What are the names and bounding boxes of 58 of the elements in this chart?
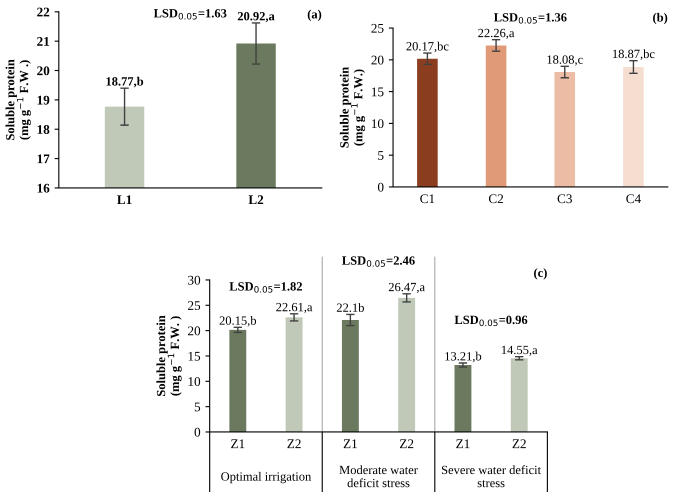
y-axis-title: Soluble protein (mg g$^{−1}$ F.W. )	[156, 315, 182, 396]
y-tick-label: 30	[188, 276, 200, 285]
data-label: 18.87,bc	[613, 49, 655, 60]
x-tick-label: Z2	[287, 439, 301, 448]
y-tick-label: 5	[378, 151, 384, 160]
data-label: 22.61,a	[276, 302, 312, 314]
text: Severe water deficit stress	[442, 465, 541, 488]
y-tick-label: 10	[188, 377, 200, 386]
y-tick-label: 20	[371, 56, 384, 65]
y-tick-label: 20	[37, 66, 50, 76]
annotation: LSD$_{0.05}$=1.63	[154, 9, 226, 20]
x-tick-label: C1	[420, 194, 434, 204]
y-tick-label: 21	[37, 37, 50, 46]
x-tick-label: Z1	[344, 439, 357, 448]
annotation: LSD$_{0.05}$=1.82	[229, 282, 302, 293]
data-label: 20.17,bc	[406, 42, 449, 52]
data-label: 14.55,a	[502, 346, 538, 356]
y-tick-label: 0	[194, 428, 200, 437]
y-tick-label: 0	[378, 182, 384, 192]
data-label: 20.15,b	[220, 316, 256, 327]
data-label: 13.21,b	[445, 352, 482, 362]
x-tick-label: Z2	[400, 439, 414, 448]
x-tick-label: C4	[626, 194, 641, 204]
y-tick-label: 19	[38, 96, 50, 105]
y-tick-label: 22	[37, 8, 50, 16]
data-label: 18.77,b	[106, 76, 144, 88]
y-tick-label: 15	[188, 352, 200, 361]
text: (b)	[653, 12, 668, 24]
y-tick-label: 16	[38, 184, 50, 193]
text: LSD$_{0.05}$=2.46	[342, 256, 415, 267]
x-tick-label: Z2	[512, 439, 526, 448]
x-tick-label: C2	[488, 194, 504, 204]
y-tick-label: 18	[38, 125, 50, 134]
y-tick-label: 17	[38, 154, 50, 164]
text: (c)	[534, 268, 547, 280]
y-tick-label: 15	[372, 87, 384, 96]
x-tick-label: L1	[117, 195, 132, 204]
data-label: 22.1b	[336, 303, 364, 312]
y-tick-label: 5	[194, 402, 200, 412]
y-tick-label: 10	[372, 119, 384, 128]
y-axis-title: Soluble protein (mg g$^{−1}$ F.W .)	[6, 59, 31, 140]
text: LSD$_{0.05}$=1.36	[494, 13, 567, 24]
text: Moderate water deficit stress	[339, 465, 418, 488]
y-tick-label: 25	[188, 301, 200, 310]
y-axis-title: Soluble protein (mg g$^{−1}$ F.W.)	[340, 66, 366, 148]
x-tick-label: C3	[558, 194, 572, 204]
y-tick-label: 20	[188, 326, 200, 336]
x-tick-label: Z1	[456, 439, 470, 448]
x-tick-label: Z1	[231, 439, 244, 448]
annotation: (a)	[308, 10, 322, 21]
data-label: 26.47,a	[388, 282, 425, 294]
annotation: LSD$_{0.05}$=0.96	[454, 316, 528, 326]
data-label: 20.92,a	[238, 12, 275, 22]
data-label: 22.26,a	[478, 28, 514, 39]
y-tick-label: 25	[371, 24, 384, 33]
data-label: 18.08,c	[547, 55, 583, 66]
text: Optimal irrigation	[221, 472, 312, 484]
x-tick-label: L2	[248, 195, 264, 204]
